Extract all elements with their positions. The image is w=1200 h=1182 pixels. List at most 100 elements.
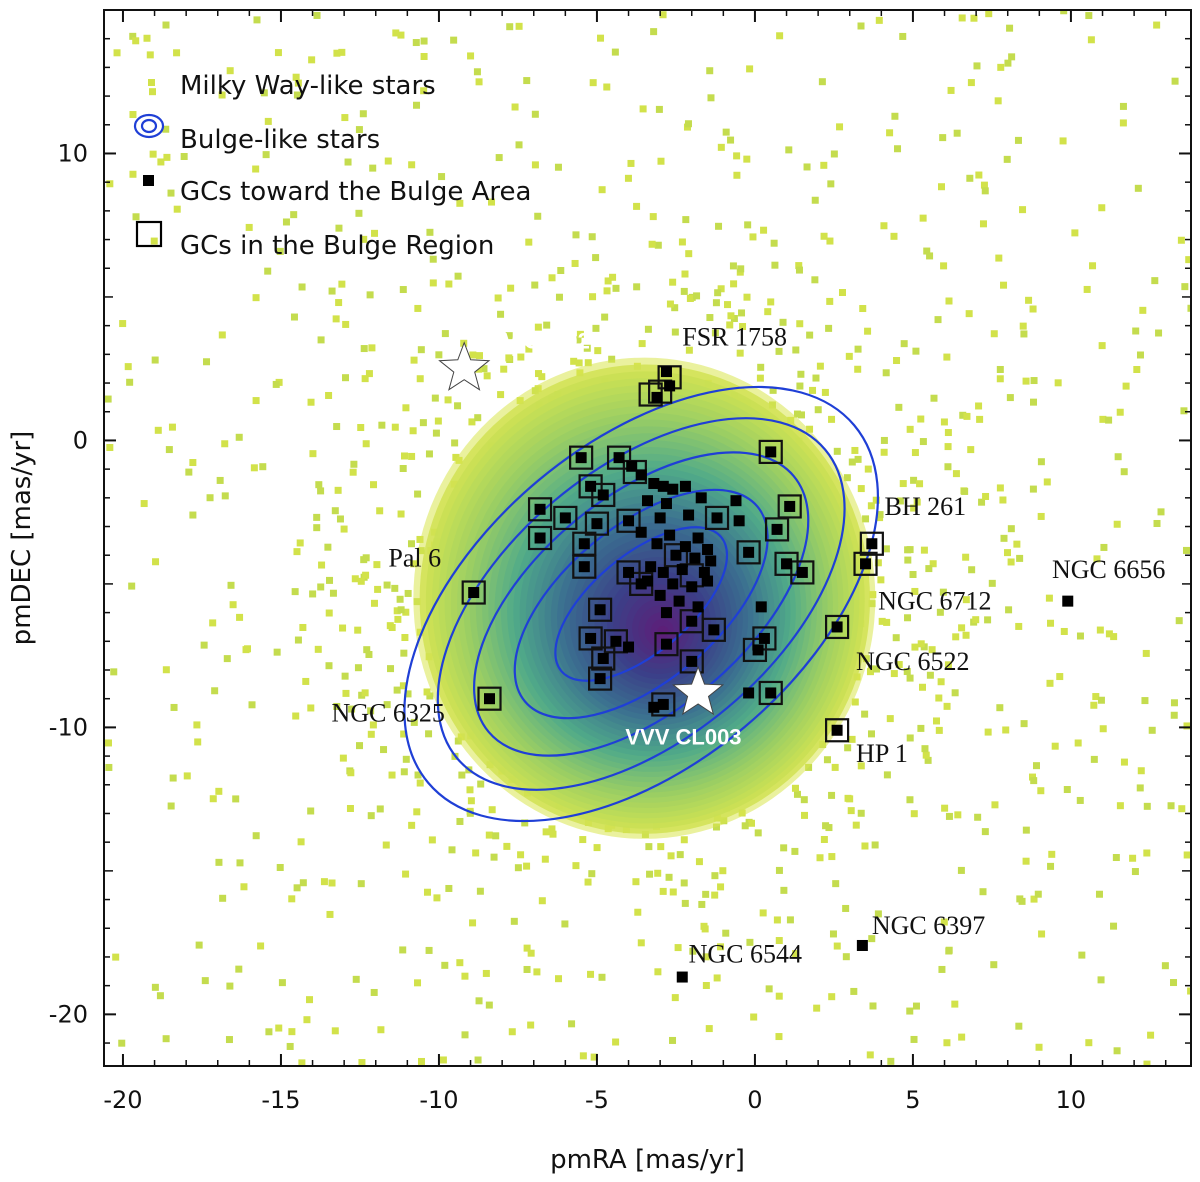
gc-toward-bulge-marker xyxy=(705,555,717,567)
milky-way-star xyxy=(360,345,368,353)
milky-way-star xyxy=(1059,137,1067,145)
milky-way-star xyxy=(570,357,578,365)
milky-way-star xyxy=(985,10,993,18)
milky-way-star xyxy=(967,79,975,87)
milky-way-star xyxy=(1092,693,1100,701)
milky-way-star xyxy=(252,832,260,840)
milky-way-star xyxy=(469,351,477,359)
milky-way-star xyxy=(129,170,137,178)
milky-way-star xyxy=(338,280,346,288)
milky-way-star xyxy=(348,705,356,713)
milky-way-star xyxy=(391,584,399,592)
milky-way-star xyxy=(521,819,529,827)
milky-way-star xyxy=(538,373,546,381)
milky-way-star xyxy=(206,494,214,502)
gc-bulge-region-marker xyxy=(572,554,597,579)
milky-way-star xyxy=(382,841,390,849)
milky-way-star xyxy=(458,771,466,779)
milky-way-star xyxy=(999,496,1007,504)
gc-toward-bulge-marker xyxy=(657,698,669,710)
milky-way-star xyxy=(412,39,420,47)
milky-way-star xyxy=(404,589,412,597)
milky-way-star xyxy=(775,866,783,874)
milky-way-star xyxy=(1096,626,1104,634)
milky-way-star xyxy=(173,205,181,213)
milky-way-star xyxy=(1142,649,1150,657)
candidate-star-marker-1 xyxy=(438,341,491,391)
milky-way-star xyxy=(359,110,367,118)
milky-way-star xyxy=(485,1001,493,1009)
milky-way-star xyxy=(365,370,373,378)
milky-way-star xyxy=(874,559,882,567)
milky-way-star xyxy=(355,209,363,217)
milky-way-star xyxy=(648,240,656,248)
milky-way-star xyxy=(408,452,416,460)
milky-way-star xyxy=(344,158,352,166)
milky-way-star xyxy=(298,283,306,291)
milky-way-star xyxy=(576,330,584,338)
milky-way-star xyxy=(1060,10,1068,15)
milky-way-star xyxy=(996,375,1004,383)
milky-way-star xyxy=(543,321,551,329)
milky-way-star xyxy=(909,570,917,578)
milky-way-star xyxy=(996,365,1004,373)
milky-way-star xyxy=(922,751,930,759)
milky-way-star xyxy=(203,358,211,366)
milky-way-star xyxy=(1002,726,1010,734)
milky-way-star xyxy=(717,285,725,293)
bulge-contour-level-5 xyxy=(403,385,880,823)
milky-way-star xyxy=(689,947,697,955)
gc-toward-bulge-marker xyxy=(651,391,663,403)
milky-way-star xyxy=(413,808,421,816)
milky-way-star xyxy=(612,1038,620,1046)
milky-way-star xyxy=(466,786,474,794)
milky-way-star xyxy=(351,575,359,583)
gc-toward-bulge-marker xyxy=(635,469,647,481)
milky-way-star xyxy=(906,425,914,433)
milky-way-star xyxy=(515,22,523,30)
milky-way-star xyxy=(365,650,373,658)
milky-way-star xyxy=(1120,758,1128,766)
milky-way-star xyxy=(930,394,938,402)
y-tick-label: -20 xyxy=(49,1000,88,1028)
gc-toward-bulge-marker xyxy=(610,635,622,647)
milky-way-star xyxy=(413,101,421,109)
milky-way-star xyxy=(973,62,981,70)
milky-way-star xyxy=(584,359,592,367)
milky-way-star xyxy=(1136,351,1144,359)
milky-way-star xyxy=(341,672,349,680)
gc-toward-bulge-marker xyxy=(689,552,701,564)
gc-bulge-region-marker xyxy=(588,666,613,691)
milky-way-star xyxy=(943,702,951,710)
milky-way-star xyxy=(875,16,883,24)
milky-way-star xyxy=(162,21,170,29)
milky-way-star xyxy=(866,668,874,676)
milky-way-star xyxy=(743,293,751,301)
milky-way-star xyxy=(275,1024,283,1032)
milky-way-star xyxy=(671,304,679,312)
milky-way-star xyxy=(1022,826,1030,834)
milky-way-star xyxy=(665,873,673,881)
milky-way-star xyxy=(503,842,511,850)
milky-way-star xyxy=(1113,520,1121,528)
milky-way-star xyxy=(1112,854,1120,862)
milky-way-star xyxy=(410,560,418,568)
milky-way-star xyxy=(325,662,333,670)
gc-toward-bulge-marker xyxy=(831,724,843,736)
milky-way-star xyxy=(126,378,134,386)
milky-way-star xyxy=(229,601,237,609)
milky-way-star xyxy=(646,870,654,878)
milky-way-star xyxy=(488,806,496,814)
milky-way-star xyxy=(313,524,321,532)
milky-way-star xyxy=(294,636,302,644)
milky-way-star xyxy=(883,618,891,626)
milky-way-star xyxy=(1132,327,1140,335)
milky-way-star xyxy=(861,842,869,850)
gc-toward-bulge-marker xyxy=(559,512,571,524)
milky-way-star xyxy=(370,599,378,607)
milky-way-star xyxy=(857,485,865,493)
milky-way-star xyxy=(1110,922,1118,930)
gc-toward-bulge-marker xyxy=(708,624,720,636)
milky-way-star xyxy=(828,415,836,423)
